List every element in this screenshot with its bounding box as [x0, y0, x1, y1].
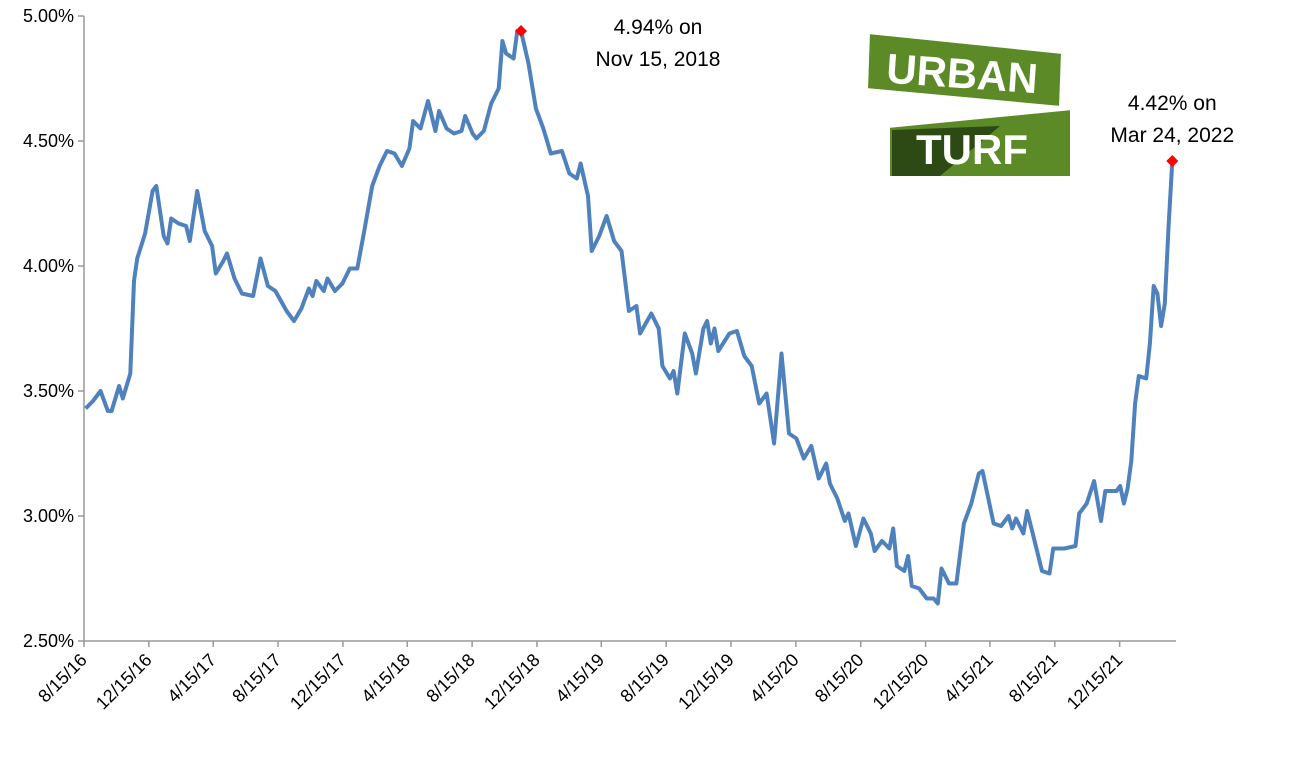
x-tick-label: 4/15/18	[357, 650, 414, 707]
logo-shade	[892, 126, 1000, 176]
highlight-marker	[1166, 155, 1179, 167]
x-tick-label: 8/15/20	[811, 650, 868, 707]
y-tick-label: 4.00%	[23, 256, 74, 276]
x-tick-label: 4/15/17	[163, 650, 220, 707]
annotation: Nov 15, 2018	[596, 48, 721, 71]
y-tick-label: 3.50%	[23, 381, 74, 401]
x-tick-label: 8/15/16	[34, 650, 91, 707]
x-tick-label: 4/15/19	[552, 650, 609, 707]
x-tick-label: 4/15/21	[940, 650, 997, 707]
x-tick-label: 12/15/17	[286, 650, 350, 714]
annotation: 4.94% on	[614, 16, 703, 39]
y-tick-label: 2.50%	[23, 631, 74, 651]
annotation: 4.42% on	[1128, 92, 1217, 115]
x-tick-label: 12/15/19	[674, 650, 738, 714]
highlight-marker	[515, 25, 528, 37]
annotation: Mar 24, 2022	[1110, 124, 1234, 147]
logo-text: URBAN	[885, 45, 1040, 102]
x-tick-label: 8/15/17	[228, 650, 285, 707]
line	[84, 29, 1175, 606]
x-tick-label: 12/15/16	[92, 650, 156, 714]
x-tick-label: 8/15/18	[422, 650, 479, 707]
y-tick-label: 5.00%	[23, 6, 74, 26]
x-tick-label: 4/15/20	[746, 650, 803, 707]
logo-text: TURF	[916, 126, 1028, 173]
logo: URBAN TURF	[860, 29, 1074, 180]
y-tick-label: 3.00%	[23, 506, 74, 526]
x-tick-label: 8/15/21	[1005, 650, 1062, 707]
x-tick-label: 8/15/19	[616, 650, 673, 707]
y-tick-label: 4.50%	[23, 131, 74, 151]
x-tick-label: 12/15/20	[869, 650, 933, 714]
x-tick-label: 12/15/21	[1063, 650, 1127, 714]
x-tick-label: 12/15/18	[480, 650, 544, 714]
